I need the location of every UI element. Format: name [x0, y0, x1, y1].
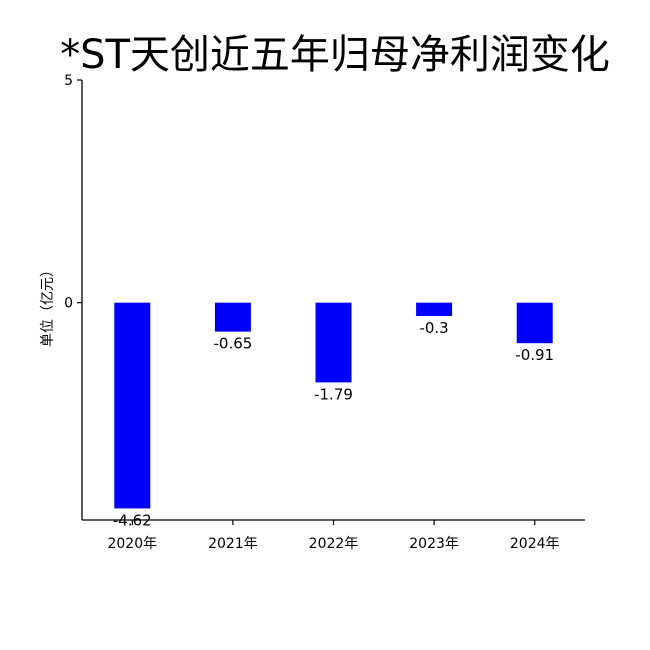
data-label: -0.3 — [419, 319, 448, 337]
bar — [315, 302, 352, 383]
x-tick-label: 2024年 — [510, 536, 560, 552]
x-tick-label: 2023年 — [409, 536, 459, 552]
y-tick-label: 0 — [64, 296, 73, 312]
bar — [416, 302, 453, 317]
bars-group — [114, 302, 553, 509]
y-axis-ticks: 50 — [64, 73, 82, 312]
data-label: -0.65 — [213, 335, 252, 353]
bar — [214, 302, 251, 332]
data-label: -0.91 — [515, 346, 554, 364]
bar — [516, 302, 553, 344]
chart-title: *ST天创近五年归母净利润变化 — [60, 32, 610, 78]
y-tick-label: 5 — [64, 73, 73, 89]
x-axis-ticks: 2020年 2021年 2022年 2023年 2024年 — [107, 520, 560, 552]
x-tick-label: 2021年 — [208, 536, 258, 552]
x-tick-label: 2020年 — [107, 536, 157, 552]
bar — [114, 302, 151, 509]
y-axis-label: 单位（亿元） — [40, 263, 56, 347]
y-axis-label-group: 单位（亿元） — [40, 263, 56, 347]
data-label: -1.79 — [314, 385, 353, 403]
x-tick-label: 2022年 — [309, 536, 359, 552]
